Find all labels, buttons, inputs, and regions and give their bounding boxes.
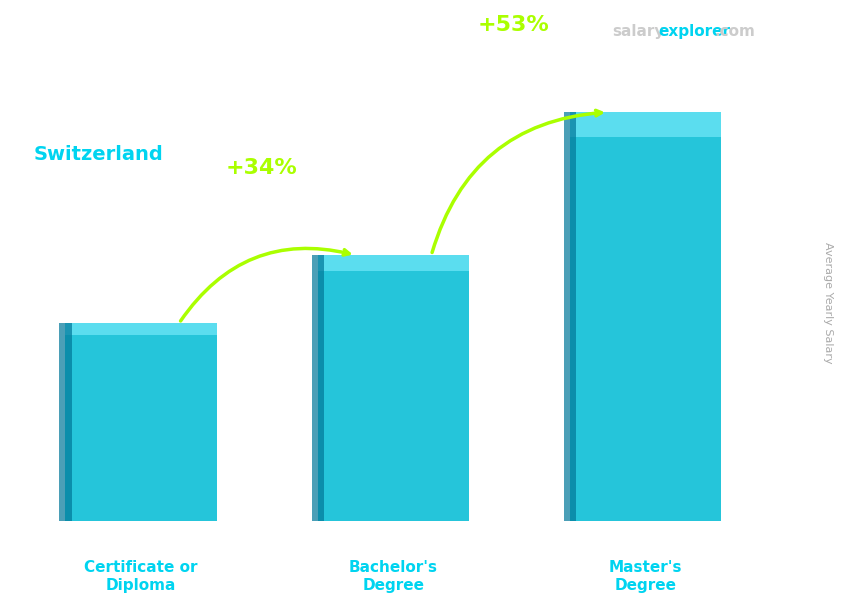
Text: Salesforce Developer: Salesforce Developer xyxy=(34,103,242,122)
Bar xyxy=(722,45,774,64)
Text: Salary Comparison By Education: Salary Comparison By Education xyxy=(34,42,591,72)
Text: explorer: explorer xyxy=(659,24,731,39)
Text: Master's
Degree: Master's Degree xyxy=(609,560,683,593)
Bar xyxy=(735,36,761,73)
Bar xyxy=(564,112,576,521)
Bar xyxy=(318,255,469,271)
Text: 143,000 CHF: 143,000 CHF xyxy=(597,82,695,98)
Bar xyxy=(60,323,71,521)
Bar xyxy=(570,112,722,137)
Text: +34%: +34% xyxy=(225,158,297,178)
Text: +53%: +53% xyxy=(478,15,549,35)
Bar xyxy=(65,323,217,521)
Text: 93,000 CHF: 93,000 CHF xyxy=(349,225,438,241)
Bar xyxy=(318,255,469,521)
Text: Average Yearly Salary: Average Yearly Salary xyxy=(823,242,833,364)
Bar xyxy=(570,112,722,521)
Text: salary: salary xyxy=(612,24,665,39)
Text: .com: .com xyxy=(714,24,755,39)
Text: Certificate or
Diploma: Certificate or Diploma xyxy=(84,560,198,593)
Text: Bachelor's
Degree: Bachelor's Degree xyxy=(349,560,438,593)
Bar xyxy=(65,323,217,335)
Text: Switzerland: Switzerland xyxy=(34,145,164,164)
Text: 69,200 CHF: 69,200 CHF xyxy=(97,294,185,308)
Bar xyxy=(312,255,324,521)
